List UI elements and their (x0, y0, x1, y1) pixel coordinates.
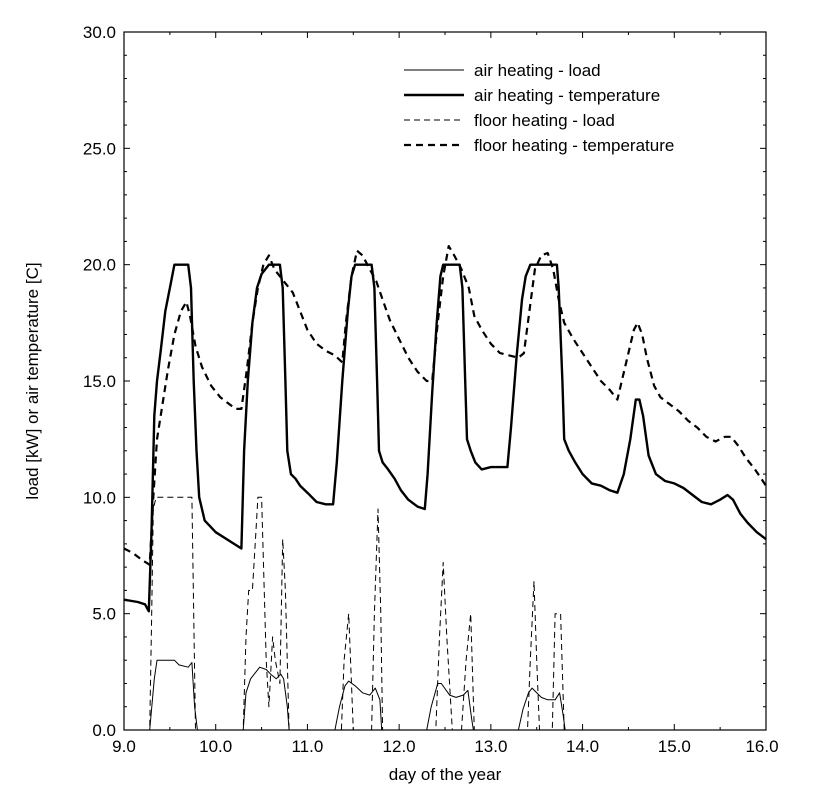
y-tick-label: 20.0 (83, 256, 116, 275)
x-tick-label: 16.0 (745, 737, 778, 756)
y-tick-label: 15.0 (83, 372, 116, 391)
x-tick-label: 9.0 (112, 737, 136, 756)
air-heating-load-line (124, 659, 766, 731)
x-tick-label: 13.0 (474, 737, 507, 756)
legend: air heating - load air heating - tempera… (404, 61, 674, 155)
x-tick-label: 11.0 (291, 737, 323, 756)
floor-heating-load-line (124, 496, 766, 731)
x-tick-label: 10.0 (199, 737, 232, 756)
x-tick-label: 15.0 (658, 737, 691, 756)
legend-label-air-temperature: air heating - temperature (474, 86, 660, 105)
x-tick-label: 14.0 (566, 737, 599, 756)
series-layer (123, 245, 767, 731)
y-tick-label: 30.0 (83, 23, 116, 42)
tick-marks (123, 31, 767, 731)
y-tick-label: 25.0 (83, 139, 116, 158)
floor-heating-temperature-line (123, 245, 767, 566)
y-axis-label: load [kW] or air temperature [C] (23, 262, 42, 499)
legend-label-floor-temperature: floor heating - temperature (474, 136, 674, 155)
y-tick-labels: 0.0 5.0 10.0 15.0 20.0 25.0 30.0 (83, 23, 116, 740)
y-tick-label: 10.0 (83, 488, 116, 507)
y-tick-label: 5.0 (92, 605, 116, 624)
x-tick-label: 12.0 (383, 737, 416, 756)
y-tick-label: 0.0 (92, 721, 116, 740)
x-axis-label: day of the year (389, 765, 502, 784)
x-tick-labels: 9.0 10.0 11.0 12.0 13.0 14.0 15.0 16.0 (112, 737, 778, 756)
air-heating-temperature-line (123, 263, 767, 613)
legend-label-floor-load: floor heating - load (474, 111, 615, 130)
legend-label-air-load: air heating - load (474, 61, 601, 80)
